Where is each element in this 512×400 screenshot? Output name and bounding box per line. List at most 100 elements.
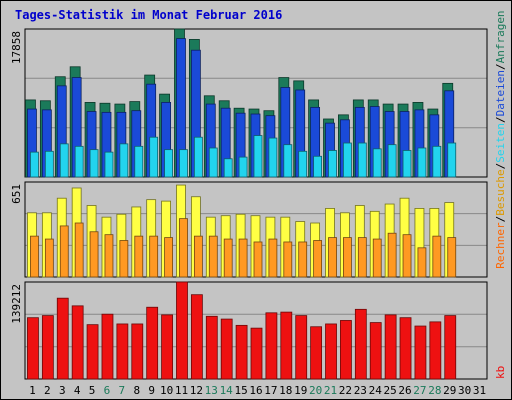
bar-rechner-day-29	[447, 237, 457, 278]
bar-kb-day-23	[354, 308, 367, 380]
bar-seiten-day-29	[447, 142, 457, 178]
bar-rechner-day-27	[417, 247, 427, 278]
panel-middle: 651	[10, 181, 488, 278]
x-label-day: 29	[443, 384, 456, 397]
bar-kb-day-29	[444, 315, 457, 380]
bar-seiten-day-14	[223, 158, 233, 178]
x-label-day: 27	[413, 384, 426, 397]
bar-rechner-day-26	[402, 234, 412, 278]
x-label-day: 1	[29, 384, 36, 397]
bar-kb-day-3	[56, 297, 69, 380]
bar-kb-day-20	[310, 326, 323, 380]
bar-rechner-day-23	[357, 237, 367, 278]
bar-seiten-day-22	[343, 142, 352, 178]
bar-rechner-day-8	[134, 235, 144, 278]
legend-entry-besuche: Besuche	[494, 169, 507, 215]
legend-text: kbRechner/Besuche/Seiten/Dateien/Anfrage…	[494, 10, 507, 379]
legend-separator: /	[494, 63, 507, 70]
bar-rechner-day-25	[387, 232, 397, 278]
bar-seiten-day-24	[372, 148, 382, 178]
x-label-day: 20	[309, 384, 322, 397]
x-label-day: 13	[205, 384, 218, 397]
x-label-day: 15	[234, 384, 247, 397]
x-label-day: 11	[175, 384, 188, 397]
bar-kb-day-6	[101, 313, 114, 380]
bar-rechner-day-5	[89, 231, 99, 278]
y-max-label: 651	[10, 184, 23, 204]
x-label-day: 4	[74, 384, 81, 397]
x-label-day: 31	[473, 384, 486, 397]
x-label-day: 5	[89, 384, 96, 397]
bar-seiten-day-4	[74, 145, 84, 178]
x-label-day: 7	[119, 384, 126, 397]
bar-seiten-day-3	[59, 143, 69, 178]
chart-panels: 17858 651 139212	[10, 28, 488, 380]
x-label-day: 10	[160, 384, 173, 397]
bar-kb-day-5	[86, 324, 99, 380]
legend-separator: /	[494, 116, 507, 123]
legend-entry-anfragen: Anfragen	[494, 10, 507, 63]
bar-rechner-day-1	[30, 235, 39, 278]
bar-rechner-day-24	[372, 238, 382, 278]
bar-seiten-day-16	[253, 135, 263, 178]
x-label-day: 19	[294, 384, 307, 397]
bar-kb-day-28	[429, 321, 442, 380]
bar-kb-day-2	[41, 315, 54, 380]
y-max-label: 139212	[10, 284, 23, 324]
legend-separator: /	[494, 163, 507, 170]
bar-rechner-day-21	[328, 237, 337, 278]
y-max-label: 17858	[10, 31, 23, 64]
bar-kb-day-25	[384, 314, 397, 380]
bar-seiten-day-13	[208, 147, 218, 178]
bar-rechner-day-20	[313, 240, 323, 278]
bar-rechner-day-10	[164, 237, 173, 278]
x-label-day: 26	[398, 384, 411, 397]
bar-seiten-day-15	[238, 156, 248, 178]
bar-rechner-day-22	[343, 237, 352, 278]
bar-rechner-day-18	[283, 241, 293, 278]
bar-rechner-day-11	[179, 218, 188, 278]
legend-entry-dateien: Dateien	[494, 70, 507, 116]
x-label-day: 25	[384, 384, 397, 397]
bar-kb-day-4	[71, 305, 84, 380]
bar-rechner-day-14	[223, 238, 233, 278]
bar-seiten-day-28	[432, 145, 442, 178]
x-label-day: 24	[369, 384, 383, 397]
bar-kb-day-21	[325, 323, 337, 380]
bar-seiten-day-10	[164, 149, 173, 178]
bar-rechner-day-12	[193, 235, 203, 278]
bar-rechner-day-9	[149, 235, 159, 278]
x-label-day: 12	[190, 384, 203, 397]
bar-seiten-day-17	[268, 137, 278, 178]
bar-seiten-day-5	[89, 149, 99, 178]
bar-rechner-day-2	[44, 238, 54, 278]
bar-seiten-day-11	[179, 149, 188, 178]
legend-separator: /	[494, 216, 507, 223]
panel-bottom: 139212	[10, 281, 488, 380]
bar-kb-day-22	[340, 320, 352, 380]
bar-seiten-day-1	[30, 151, 39, 178]
x-label-day: 16	[249, 384, 262, 397]
bar-seiten-day-12	[193, 136, 203, 178]
x-label-day: 21	[324, 384, 337, 397]
bar-kb-day-24	[369, 322, 382, 380]
bar-rechner-day-6	[104, 234, 114, 278]
bar-kb-day-14	[220, 318, 233, 380]
bar-rechner-day-16	[253, 241, 263, 278]
bar-kb-day-17	[265, 312, 278, 380]
x-label-day: 18	[279, 384, 292, 397]
bar-kb-day-13	[205, 315, 218, 380]
x-label-day: 2	[44, 384, 51, 397]
legend-entry-kb: kb	[494, 366, 507, 379]
bar-rechner-day-28	[432, 235, 442, 278]
bar-kb-day-15	[235, 324, 248, 380]
legend-entry-rechner: Rechner	[494, 222, 507, 269]
bar-seiten-day-25	[387, 144, 397, 178]
bar-kb-day-12	[190, 294, 203, 380]
legend: kbRechner/Besuche/Seiten/Dateien/Anfrage…	[494, 10, 507, 379]
bar-seiten-day-9	[149, 136, 159, 178]
bar-rechner-day-15	[238, 238, 248, 278]
bar-rechner-day-4	[74, 222, 84, 278]
